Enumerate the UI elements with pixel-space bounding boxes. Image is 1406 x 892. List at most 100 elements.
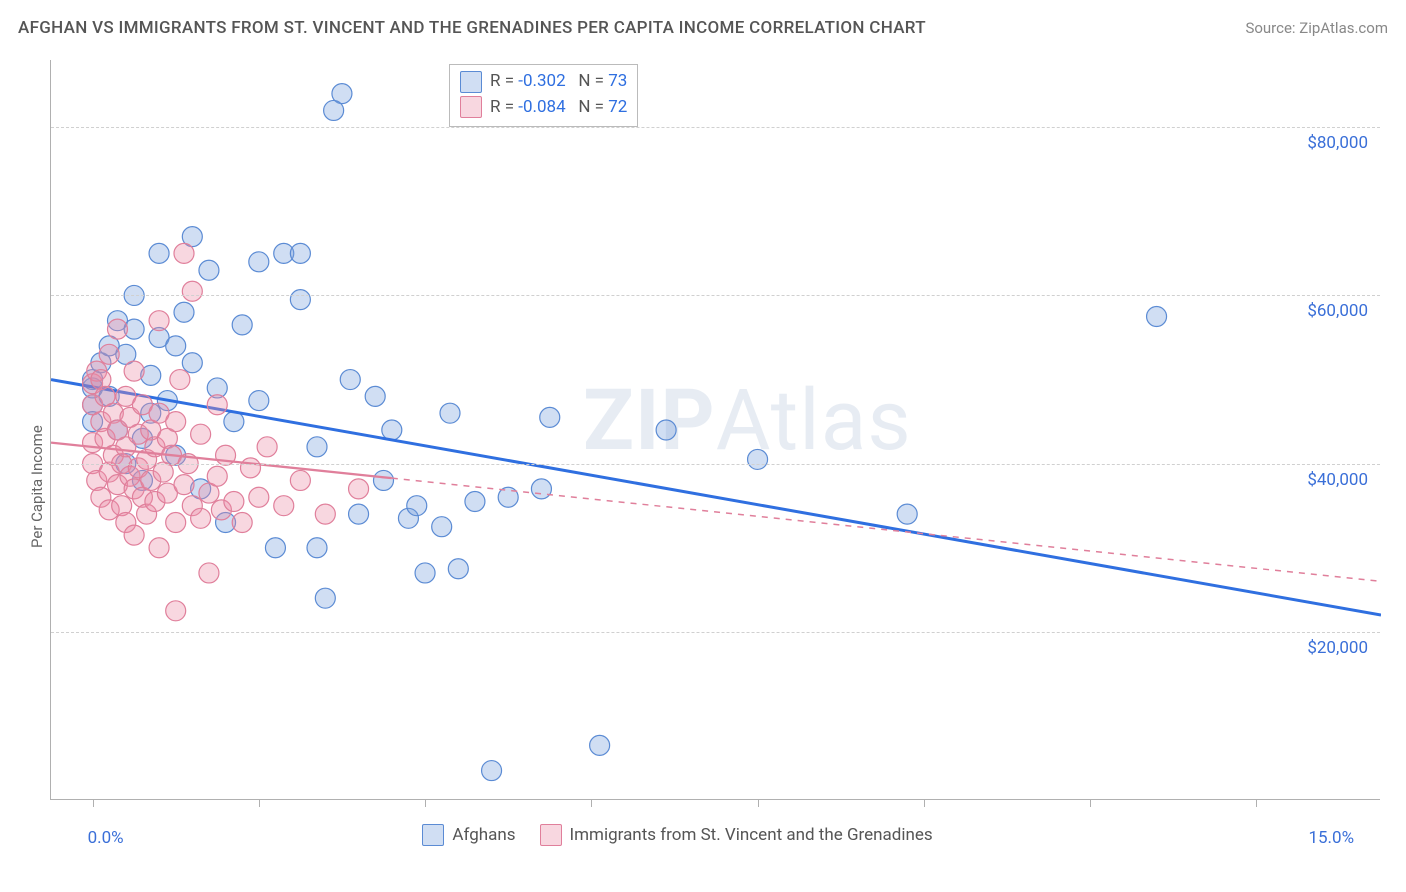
scatter-point (199, 563, 219, 583)
scatter-point (174, 302, 194, 322)
source-label: Source: ZipAtlas.com (1245, 19, 1388, 37)
scatter-point (274, 496, 294, 516)
legend-stat-row: R = -0.302 N = 73 (460, 69, 627, 95)
scatter-point (207, 466, 227, 486)
scatter-point (191, 508, 211, 528)
scatter-point (324, 100, 344, 120)
grid-line (51, 127, 1380, 128)
scatter-point (349, 504, 369, 524)
scatter-point (365, 386, 385, 406)
scatter-point (174, 475, 194, 495)
x-max-label: 15.0% (1308, 828, 1354, 848)
scatter-point (897, 504, 917, 524)
x-tick (259, 799, 260, 807)
scatter-point (590, 735, 610, 755)
legend-series-label: Immigrants from St. Vincent and the Gren… (570, 825, 933, 845)
scatter-point (448, 559, 468, 579)
header-row: AFGHAN VS IMMIGRANTS FROM ST. VINCENT AN… (18, 18, 1388, 38)
scatter-point (249, 391, 269, 411)
scatter-point (531, 479, 551, 499)
scatter-point (108, 319, 128, 339)
scatter-point (241, 458, 261, 478)
legend-swatch (460, 96, 482, 118)
plot-area: ZIPAtlas $20,000$40,000$60,000$80,000 (50, 60, 1380, 800)
trend-line-dashed (392, 478, 1381, 581)
scatter-point (315, 504, 335, 524)
chart-title: AFGHAN VS IMMIGRANTS FROM ST. VINCENT AN… (18, 18, 926, 38)
scatter-point (290, 243, 310, 263)
grid-line (51, 632, 1380, 633)
scatter-point (382, 420, 402, 440)
scatter-point (440, 403, 460, 423)
scatter-point (224, 491, 244, 511)
scatter-point (166, 513, 186, 533)
scatter-point (170, 370, 190, 390)
legend-series-label: Afghans (452, 825, 515, 845)
scatter-point (315, 588, 335, 608)
y-tick-label: $80,000 (1307, 133, 1368, 153)
scatter-point (149, 311, 169, 331)
y-tick-label: $60,000 (1307, 301, 1368, 321)
scatter-point (182, 353, 202, 373)
scatter-point (149, 538, 169, 558)
legend-series-item: Afghans (422, 824, 515, 846)
scatter-point (465, 491, 485, 511)
scatter-point (1147, 306, 1167, 326)
scatter-point (307, 538, 327, 558)
x-tick (1090, 799, 1091, 807)
scatter-point (166, 412, 186, 432)
scatter-point (182, 281, 202, 301)
legend-stat-text: R = -0.302 N = 73 (490, 69, 627, 95)
scatter-point (349, 479, 369, 499)
scatter-point (124, 525, 144, 545)
scatter-point (374, 470, 394, 490)
scatter-point (540, 407, 560, 427)
scatter-point (99, 344, 119, 364)
scatter-point (415, 563, 435, 583)
scatter-plot-svg (51, 60, 1381, 800)
scatter-point (748, 449, 768, 469)
scatter-point (257, 437, 277, 457)
x-tick (93, 799, 94, 807)
x-tick (1256, 799, 1257, 807)
scatter-point (232, 315, 252, 335)
scatter-point (166, 336, 186, 356)
scatter-point (174, 243, 194, 263)
legend-swatch (460, 71, 482, 93)
scatter-point (191, 424, 211, 444)
x-tick (758, 799, 759, 807)
series-legend: Afghans Immigrants from St. Vincent and t… (422, 824, 932, 846)
legend-stat-text: R = -0.084 N = 72 (490, 95, 627, 121)
grid-line (51, 295, 1380, 296)
x-tick (924, 799, 925, 807)
y-tick-label: $20,000 (1307, 638, 1368, 658)
scatter-point (265, 538, 285, 558)
legend-swatch (540, 824, 562, 846)
source-prefix: Source: (1245, 19, 1299, 37)
chart-container: AFGHAN VS IMMIGRANTS FROM ST. VINCENT AN… (0, 0, 1406, 892)
scatter-point (482, 761, 502, 781)
scatter-point (149, 243, 169, 263)
scatter-point (124, 361, 144, 381)
scatter-point (290, 290, 310, 310)
scatter-point (249, 487, 269, 507)
legend-swatch (422, 824, 444, 846)
scatter-point (432, 517, 452, 537)
correlation-legend: R = -0.302 N = 73R = -0.084 N = 72 (449, 64, 638, 127)
x-min-label: 0.0% (88, 828, 124, 848)
scatter-point (656, 420, 676, 440)
scatter-point (307, 437, 327, 457)
source-name: ZipAtlas.com (1299, 19, 1388, 37)
y-axis-title: Per Capita Income (28, 426, 46, 549)
x-tick (591, 799, 592, 807)
scatter-point (340, 370, 360, 390)
legend-series-item: Immigrants from St. Vincent and the Gren… (540, 824, 933, 846)
scatter-point (249, 252, 269, 272)
scatter-point (166, 601, 186, 621)
x-tick (425, 799, 426, 807)
scatter-point (290, 470, 310, 490)
scatter-point (207, 395, 227, 415)
scatter-point (199, 260, 219, 280)
y-tick-label: $40,000 (1307, 470, 1368, 490)
scatter-point (407, 496, 427, 516)
